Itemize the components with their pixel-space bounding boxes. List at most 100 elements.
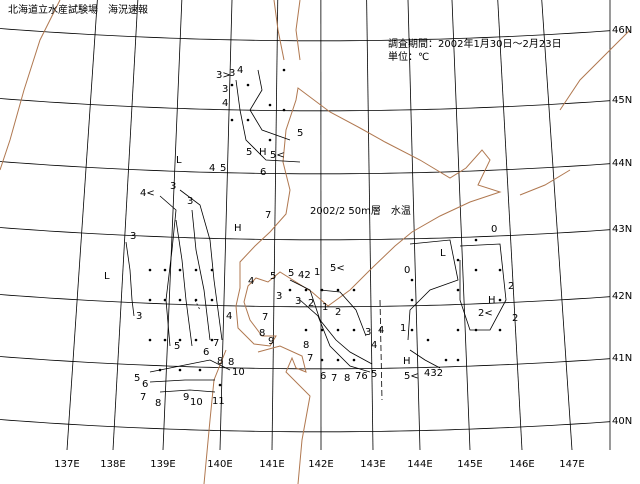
contour-label: 6	[260, 167, 266, 178]
station	[320, 288, 324, 292]
station	[456, 358, 460, 362]
contour-label: 4<	[140, 188, 155, 199]
station	[158, 368, 162, 372]
meridian	[451, 0, 471, 451]
station	[410, 328, 414, 332]
contour-label: 9	[268, 336, 274, 347]
contour-label: 3>	[216, 70, 231, 81]
station	[352, 328, 356, 332]
station	[246, 118, 250, 122]
contour-label: 8	[344, 373, 350, 384]
station	[268, 138, 272, 142]
map-title: 2002/2 50m層 水温	[310, 205, 411, 217]
contour-label: 5	[371, 369, 377, 380]
contour-label: 3	[136, 311, 142, 322]
contour-label: 3	[187, 196, 193, 207]
meridian	[541, 0, 573, 451]
contour-label: 1	[314, 267, 320, 278]
station	[304, 328, 308, 332]
contour-label: 1	[322, 302, 328, 313]
latitude-label: 41N	[612, 353, 632, 364]
station	[474, 268, 478, 272]
latitude-label: 42N	[612, 291, 632, 302]
longitude-label: 140E	[207, 459, 232, 470]
contour-label: L	[440, 248, 446, 259]
contour-label: 2<	[478, 308, 493, 319]
station	[178, 268, 182, 272]
station	[288, 288, 292, 292]
parallel	[0, 28, 611, 42]
latitude-label: 40N	[612, 416, 632, 427]
contour-label: 7	[262, 312, 268, 323]
stations	[148, 68, 502, 387]
contour-label: 7	[213, 338, 219, 349]
station	[218, 383, 222, 387]
station	[178, 368, 182, 372]
contour-label: 5<	[330, 263, 345, 274]
station	[474, 238, 478, 242]
longitude-label: 142E	[308, 459, 333, 470]
longitude-label: 143E	[360, 459, 385, 470]
station	[336, 328, 340, 332]
station	[282, 68, 286, 72]
contour-label: 3	[222, 84, 228, 95]
contour-label: 3	[229, 68, 235, 79]
longitude-label: 141E	[259, 459, 284, 470]
station	[498, 328, 502, 332]
header-title: 北海道立水産試験場 海況速報	[8, 3, 148, 16]
contour-label: 10	[190, 397, 203, 408]
station	[163, 338, 167, 342]
meridian	[271, 0, 279, 451]
station	[194, 338, 198, 342]
contour-label: 9	[183, 392, 189, 403]
latitude-label: 43N	[612, 224, 632, 235]
contour-label: 76	[355, 371, 368, 382]
contour-label: 4	[378, 325, 384, 336]
latitude-label: 45N	[612, 95, 632, 106]
longitude-label: 145E	[457, 459, 482, 470]
station	[210, 338, 214, 342]
contour-label: 5	[297, 128, 303, 139]
unit: 単位：℃	[388, 50, 429, 63]
parallel	[0, 419, 611, 433]
latitude-label: 46N	[612, 25, 632, 36]
contour-label: 8	[259, 328, 265, 339]
station	[246, 83, 250, 87]
station	[210, 298, 214, 302]
station	[474, 328, 478, 332]
meridian	[162, 0, 183, 451]
contour-label: 5	[220, 163, 226, 174]
contour-label: 5	[134, 373, 140, 384]
contour-label: 3	[295, 296, 301, 307]
station	[210, 268, 214, 272]
station	[498, 298, 502, 302]
station	[163, 268, 167, 272]
contour-label: H	[259, 147, 267, 158]
station	[336, 358, 340, 362]
meridian	[497, 0, 523, 451]
contour-label: 7	[265, 210, 271, 221]
contour-label: L	[176, 155, 182, 166]
contour-label: 6	[142, 379, 148, 390]
parallel	[0, 227, 611, 241]
station	[230, 118, 234, 122]
parallel	[0, 161, 611, 175]
contour-label: 4	[248, 276, 254, 287]
contour-label: 3	[130, 231, 136, 242]
contour-label: 8	[217, 356, 223, 367]
contour-label: 5	[174, 341, 180, 352]
station	[178, 298, 182, 302]
parallel	[0, 98, 611, 112]
station	[304, 288, 308, 292]
contour-label: 4	[209, 163, 215, 174]
contour-label: 5	[270, 271, 276, 282]
meridian	[407, 0, 421, 451]
contour-label: 0	[404, 265, 410, 276]
contour-label: H	[403, 356, 411, 367]
contour-label: 11	[212, 396, 225, 407]
contour-label: L	[104, 271, 110, 282]
station	[282, 108, 286, 112]
longitude-label: 137E	[54, 459, 79, 470]
station	[268, 103, 272, 107]
